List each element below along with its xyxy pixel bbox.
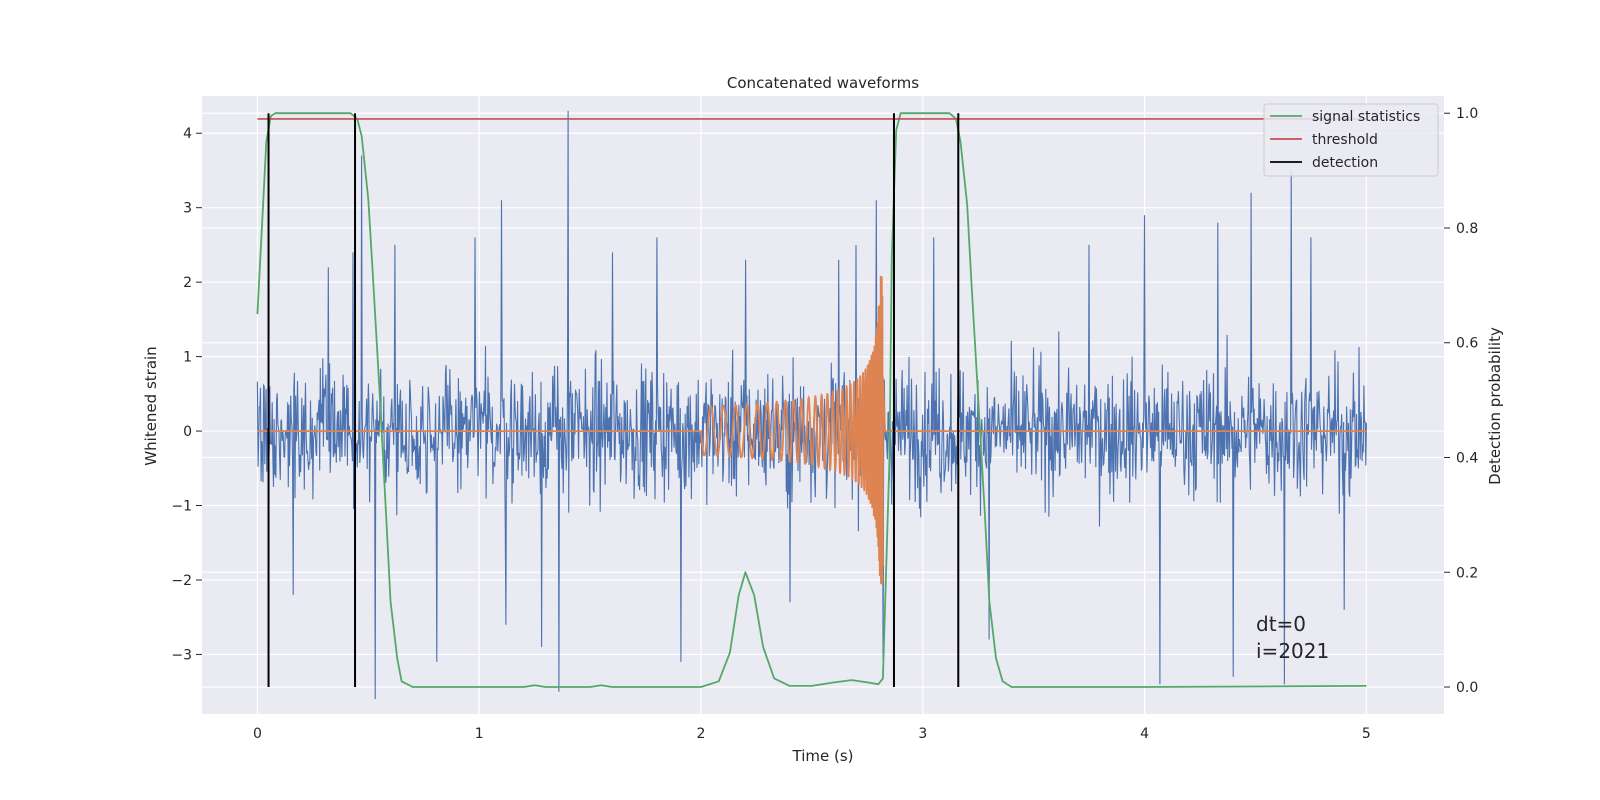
ticks: 0 1 2 3 4 5 −3 −2 −1 0 1 2 3 4 0.0 0.2 0.4 0.6 0.8 1.0 [171, 106, 1478, 742]
y-right-tick-label: 0.0 [1456, 680, 1478, 696]
x-tick-label: 5 [1362, 726, 1371, 742]
annotation-dt: dt=0 [1256, 612, 1306, 636]
legend-label-detection: detection [1312, 155, 1378, 171]
x-tick-label: 1 [475, 726, 484, 742]
y-tick-label: 1 [183, 350, 192, 366]
x-tick-label: 3 [918, 726, 927, 742]
y-tick-label: 3 [183, 201, 192, 217]
y-right-tick-label: 0.6 [1456, 336, 1478, 352]
y-tick-label: −3 [171, 647, 192, 663]
y-tick-label: 0 [183, 424, 192, 440]
legend-box [1263, 103, 1439, 177]
x-tick-label: 4 [1140, 726, 1149, 742]
y-right-tick-label: 0.4 [1456, 451, 1478, 467]
annotation-i: i=2021 [1256, 639, 1329, 663]
template-series [257, 275, 1367, 585]
y-right-tick-label: 0.8 [1456, 221, 1478, 237]
x-tick-label: 0 [253, 726, 262, 742]
y-right-axis-label: Detection probability [1486, 327, 1504, 485]
y-right-tick-label: 1.0 [1456, 106, 1478, 122]
y-tick-label: −2 [171, 573, 192, 589]
y-axis-label: Whitened strain [142, 346, 160, 465]
y-right-tick-label: 0.2 [1456, 565, 1478, 581]
y-tick-label: −1 [171, 499, 192, 515]
y-tick-label: 2 [183, 275, 192, 291]
noise-line [256, 110, 1367, 700]
chart-title: Concatenated waveforms [727, 74, 919, 92]
x-tick-label: 2 [697, 726, 706, 742]
overlay-series [256, 112, 1367, 688]
legend: signal statistics threshold detection [1263, 103, 1439, 177]
legend-label-threshold: threshold [1312, 132, 1378, 148]
signal-statistics-line [256, 112, 1367, 688]
y-tick-label: 4 [183, 126, 192, 142]
legend-label-signal-statistics: signal statistics [1312, 109, 1420, 125]
template-line [257, 275, 1367, 585]
annotation: dt=0 i=2021 [1256, 612, 1329, 663]
noise-series [256, 110, 1367, 700]
x-axis-label: Time (s) [792, 747, 854, 765]
